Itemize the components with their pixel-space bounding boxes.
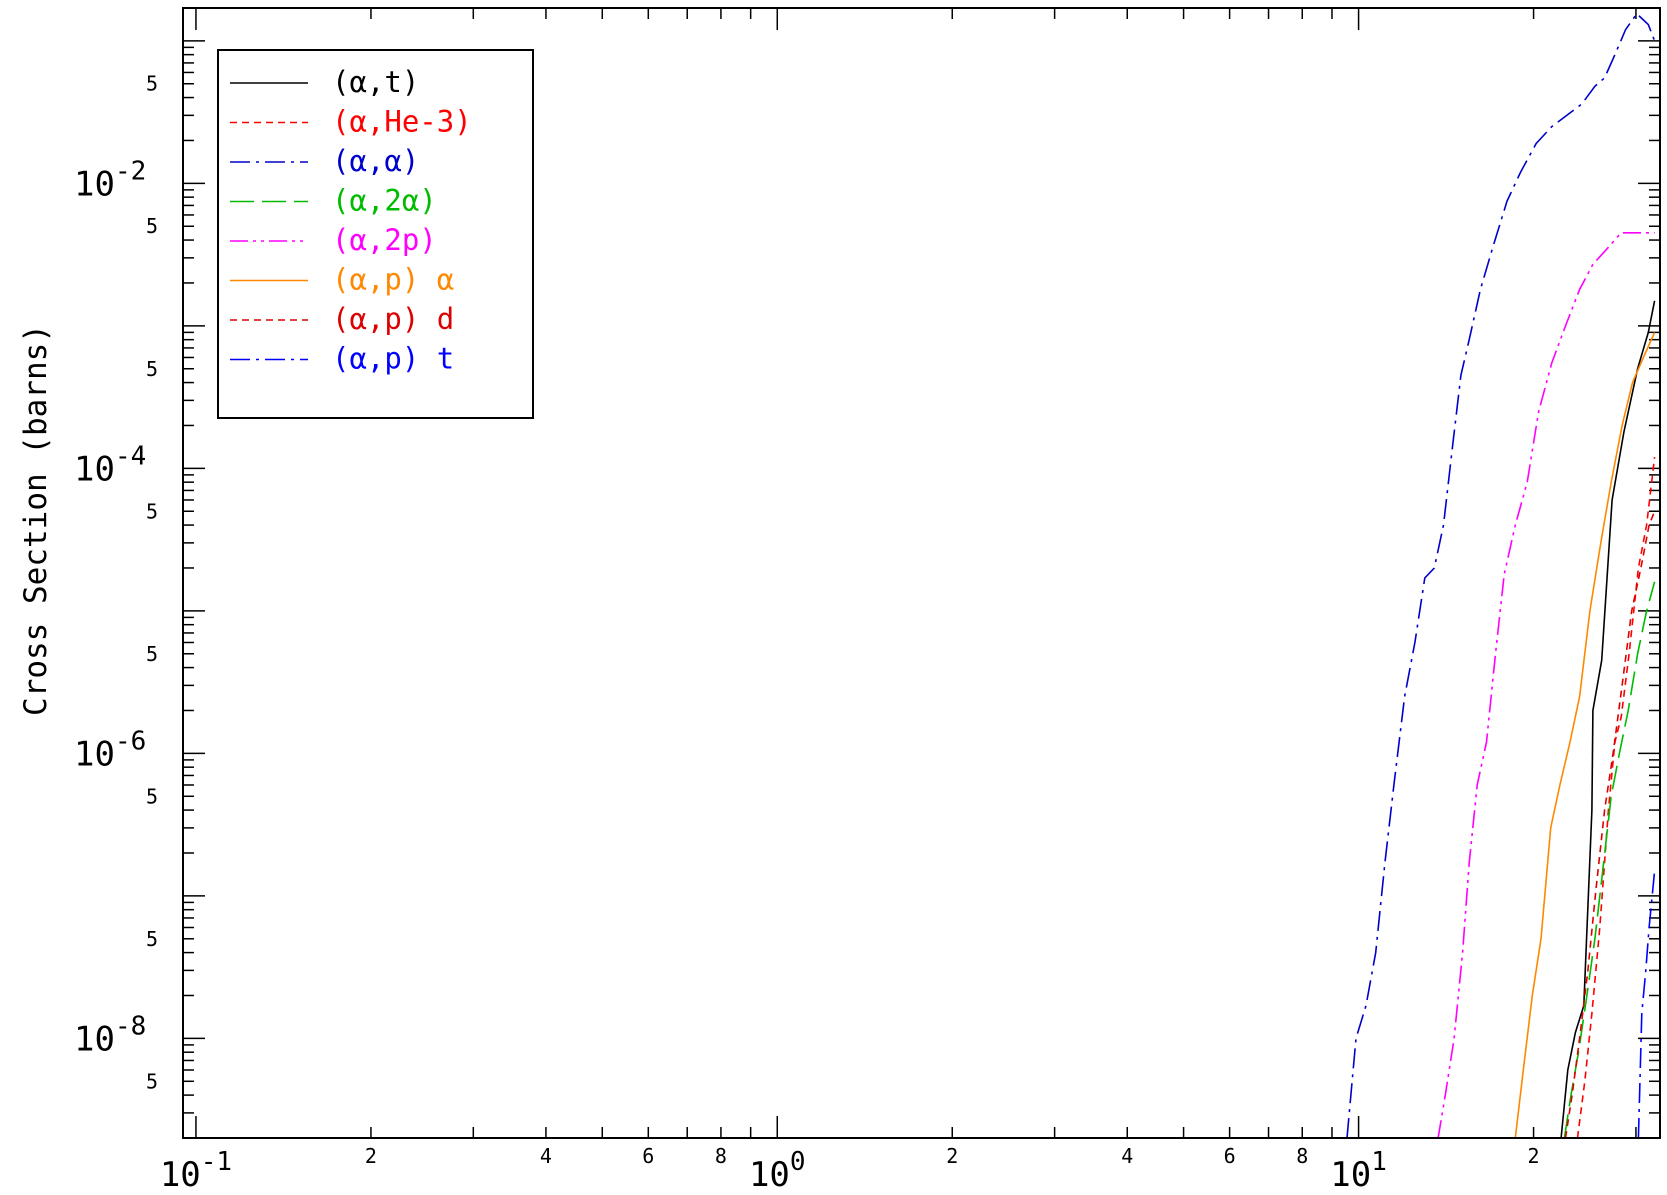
y-minor-tick-label: 5 xyxy=(146,642,158,666)
x-major-tick-base: 10 xyxy=(1330,1155,1371,1195)
y-major-tick-base: 10 xyxy=(74,1019,115,1059)
legend-label: (α,2α) xyxy=(332,184,437,218)
legend-label: (α,2p) xyxy=(332,223,437,257)
y-major-tick-base: 10 xyxy=(74,734,115,774)
y-major-tick-base: 10 xyxy=(74,449,115,489)
x-minor-tick-label: 2 xyxy=(365,1144,377,1168)
y-minor-tick-label: 5 xyxy=(146,784,158,808)
x-minor-tick-label: 8 xyxy=(1296,1144,1308,1168)
x-major-tick-exp: 1 xyxy=(1371,1147,1387,1177)
x-minor-tick-label: 6 xyxy=(1224,1144,1236,1168)
legend-label: (α,p) α xyxy=(332,263,454,297)
plot-frame xyxy=(182,7,1661,1139)
y-major-tick-exp: -8 xyxy=(115,1011,146,1041)
series-line-7 xyxy=(1637,870,1656,1138)
x-major-tick-exp: 0 xyxy=(790,1147,806,1177)
y-major-tick-exp: -6 xyxy=(115,726,146,756)
x-minor-tick-label: 2 xyxy=(1528,1144,1540,1168)
legend-label: (α,p) t xyxy=(332,342,454,376)
y-major-tick-exp: -4 xyxy=(115,441,146,471)
legend-label: (α,He-3) xyxy=(332,105,472,139)
series-line-6 xyxy=(1564,511,1656,1138)
series-line-2 xyxy=(1346,12,1656,1138)
x-minor-tick-label: 2 xyxy=(946,1144,958,1168)
y-major-tick-label: 10-4 xyxy=(74,441,146,489)
x-major-tick-base: 10 xyxy=(160,1155,201,1195)
series-line-1 xyxy=(1576,457,1656,1138)
x-major-tick-label: 10-1 xyxy=(160,1147,232,1195)
x-major-tick-exp: -1 xyxy=(201,1147,232,1177)
y-major-tick-base: 10 xyxy=(74,164,115,204)
x-major-tick-label: 101 xyxy=(1330,1147,1387,1195)
axis-ticks xyxy=(183,8,1660,1139)
legend-box xyxy=(217,49,534,419)
series-line-3 xyxy=(1563,581,1656,1138)
y-minor-tick-label: 5 xyxy=(146,927,158,951)
legend-label: (α,p) d xyxy=(332,302,454,336)
y-minor-tick-label: 5 xyxy=(146,72,158,96)
y-minor-tick-label: 5 xyxy=(146,357,158,381)
series-lines xyxy=(1346,12,1656,1138)
y-minor-tick-label: 5 xyxy=(146,1069,158,1093)
y-minor-tick-label: 5 xyxy=(146,499,158,523)
x-major-tick-label: 100 xyxy=(749,1147,806,1195)
x-minor-tick-label: 4 xyxy=(1121,1144,1133,1168)
legend-label: (α,t) xyxy=(332,65,419,99)
x-minor-tick-label: 4 xyxy=(540,1144,552,1168)
x-minor-tick-label: 8 xyxy=(715,1144,727,1168)
legend: (α,t) (α,He-3) (α,α) (α,2α) (α,2p) (α,p) α (α,… xyxy=(217,49,534,419)
y-axis-label: Cross Section (barns) xyxy=(18,324,54,716)
x-minor-tick-label: 6 xyxy=(642,1144,654,1168)
legend-label: (α,α) xyxy=(332,144,419,178)
y-major-tick-label: 10-2 xyxy=(74,156,146,204)
y-minor-tick-label: 5 xyxy=(146,214,158,238)
y-major-tick-label: 10-8 xyxy=(74,1011,146,1059)
y-major-tick-label: 10-6 xyxy=(74,726,146,774)
x-major-tick-base: 10 xyxy=(749,1155,790,1195)
y-major-tick-exp: -2 xyxy=(115,156,146,186)
series-line-0 xyxy=(1560,300,1656,1138)
series-line-5 xyxy=(1514,332,1656,1138)
